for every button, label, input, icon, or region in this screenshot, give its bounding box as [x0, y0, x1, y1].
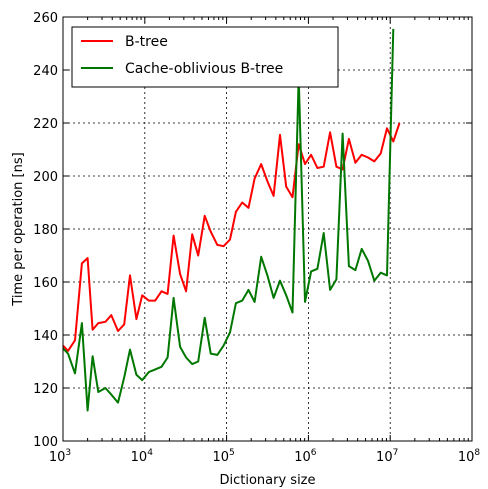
y-tick-label: 100: [33, 435, 58, 450]
series-group: [62, 28, 401, 412]
series-line-btree: [62, 122, 401, 352]
y-tick-labels: 100 120 140 160 180 200 220 240 260: [33, 11, 58, 450]
x-tick-label: 106: [294, 448, 317, 465]
y-tick-label: 180: [33, 223, 58, 238]
legend: B-tree Cache-oblivious B-tree: [71, 26, 339, 88]
x-tick-label: 104: [131, 448, 154, 465]
x-tick-label: 108: [458, 448, 481, 465]
grid: [63, 17, 472, 441]
x-axis-label: Dictionary size: [219, 473, 315, 488]
x-tick-label: 107: [376, 448, 398, 465]
x-tick-label: 105: [212, 448, 234, 465]
y-tick-label: 140: [33, 329, 58, 344]
legend-label: B-tree: [125, 34, 168, 50]
x-tick-label: 103: [49, 448, 71, 465]
y-tick-label: 160: [33, 276, 58, 291]
y-tick-label: 200: [33, 170, 58, 185]
major-ticks: [62, 16, 473, 442]
y-tick-label: 240: [33, 64, 58, 79]
x-tick-labels: 103 104 105 106 107 108: [49, 448, 481, 465]
legend-label: Cache-oblivious B-tree: [125, 61, 283, 77]
y-axis-label: Time per operation [ns]: [11, 152, 26, 306]
y-tick-label: 220: [33, 117, 58, 132]
y-tick-label: 120: [33, 382, 58, 397]
series-line-cache-oblivious-btree: [62, 28, 395, 412]
y-tick-label: 260: [33, 11, 58, 26]
legend-box: [71, 26, 339, 88]
